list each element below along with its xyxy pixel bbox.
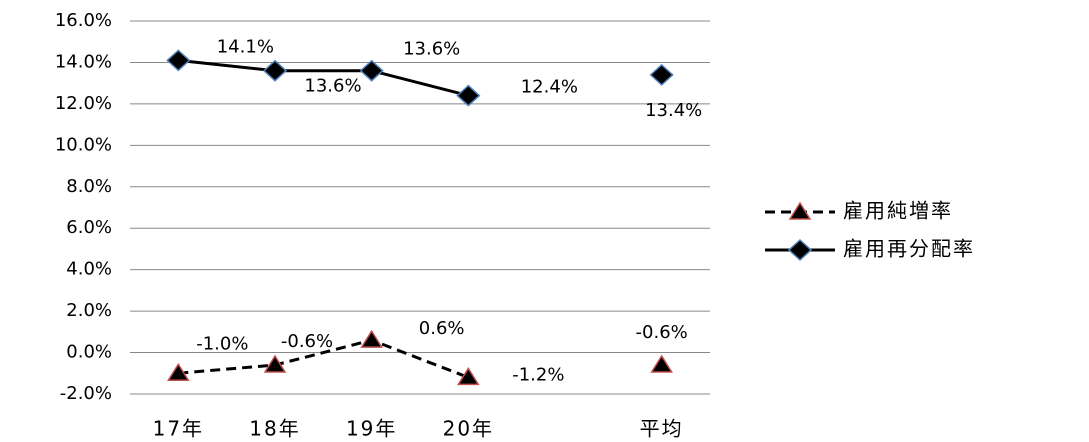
marker [650,354,674,373]
marker [456,84,481,107]
y-tick-label: 4.0% [66,259,112,280]
legend-label: 雇用再分配率 [843,237,975,261]
marker [262,59,288,82]
marker [360,329,384,348]
data-label: -0.6% [636,322,688,343]
y-tick-label: 12.0% [55,93,112,114]
x-tick-label: 18年 [249,417,300,441]
y-tick-label: -2.0% [60,383,112,404]
marker [649,63,674,86]
y-tick-label: 14.0% [55,51,112,72]
series-line [178,340,661,377]
x-tick-label: 20年 [443,417,494,441]
y-tick-label: 0.0% [66,342,112,363]
data-label: 14.1% [217,36,274,57]
marker [263,354,287,373]
data-label: -1.0% [196,333,248,354]
marker [166,362,190,382]
series-line [178,60,661,95]
marker [788,201,812,220]
marker [359,59,384,82]
y-tick-label: 2.0% [66,300,112,321]
legend-label: 雇用純増率 [843,199,953,223]
data-label: 13.6% [304,76,361,97]
marker [456,367,480,386]
y-tick-label: 6.0% [66,217,112,238]
data-label: 13.6% [403,39,460,60]
x-tick-label: 19年 [346,417,397,441]
data-label: -0.6% [281,331,333,352]
marker [787,238,813,262]
x-tick-label: 平均 [640,417,684,441]
y-tick-label: 10.0% [55,134,112,155]
data-label: 12.4% [521,77,578,98]
data-label: -1.2% [512,364,564,385]
data-label: 0.6% [419,318,465,339]
y-tick-label: 8.0% [66,176,112,197]
marker [166,49,191,72]
data-label: 13.4% [645,100,702,121]
y-tick-label: 16.0% [55,10,112,31]
x-tick-label: 17年 [153,417,204,441]
